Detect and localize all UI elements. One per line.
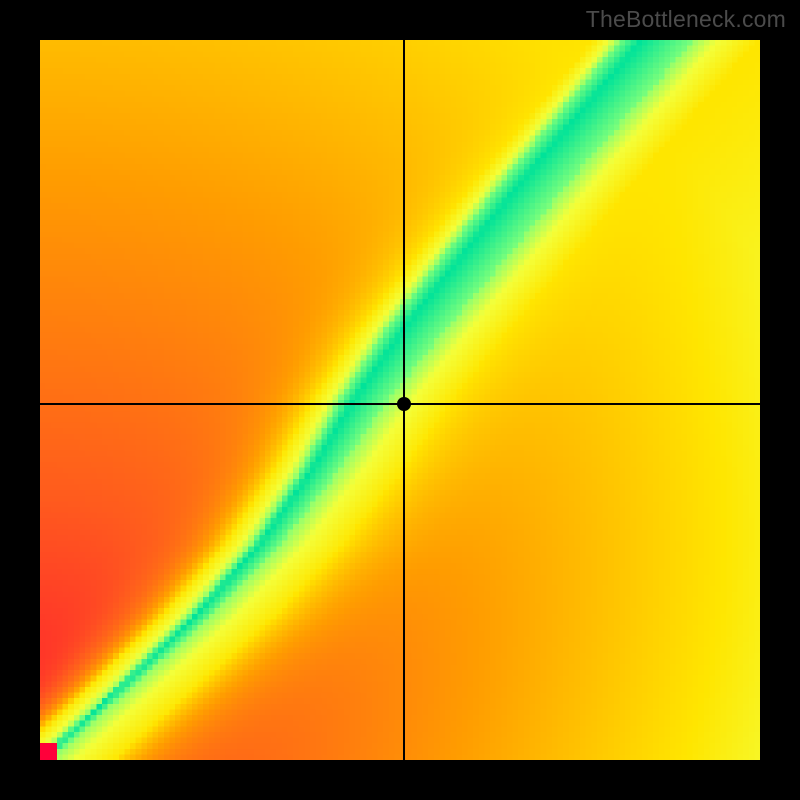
crosshair-marker-dot <box>397 397 411 411</box>
heatmap-plot-area <box>40 40 760 760</box>
watermark-text: TheBottleneck.com <box>586 6 786 33</box>
